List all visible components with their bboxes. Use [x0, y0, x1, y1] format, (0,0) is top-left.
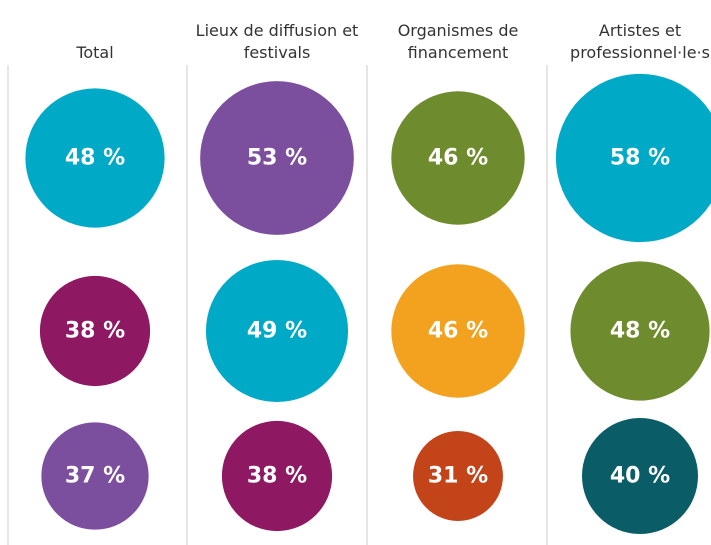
bubble-label: 48 %	[65, 146, 125, 171]
bubble	[413, 431, 503, 521]
bubble-label: 58 %	[610, 146, 670, 171]
bubble	[205, 259, 349, 403]
bubble	[200, 81, 354, 235]
bubble	[555, 73, 711, 243]
column-header: Organismes de financement	[397, 21, 519, 62]
bubble-label: 38 %	[247, 464, 307, 489]
column-header: Lieux de diffusion et festivals	[195, 21, 359, 62]
bubble-label: 46 %	[428, 146, 488, 171]
bubble	[391, 91, 525, 225]
bubble	[41, 422, 149, 530]
bubble	[221, 420, 333, 532]
column-header: Total	[76, 43, 114, 62]
bubble-label: 31 %	[428, 464, 488, 489]
bubble	[582, 418, 698, 534]
bubble-label: 49 %	[247, 319, 307, 344]
bubble-label: 53 %	[247, 146, 307, 171]
bubble	[391, 264, 525, 398]
column-header: Artistes et professionnel·le·s	[570, 21, 710, 62]
bubble-label: 40 %	[610, 464, 670, 489]
bubble	[570, 261, 710, 401]
bubble	[39, 275, 151, 387]
bubble-label: 46 %	[428, 319, 488, 344]
bubble	[25, 88, 165, 228]
bubble-label: 38 %	[65, 319, 125, 344]
bubble-label: 37 %	[65, 464, 125, 489]
bubble-label: 48 %	[610, 319, 670, 344]
